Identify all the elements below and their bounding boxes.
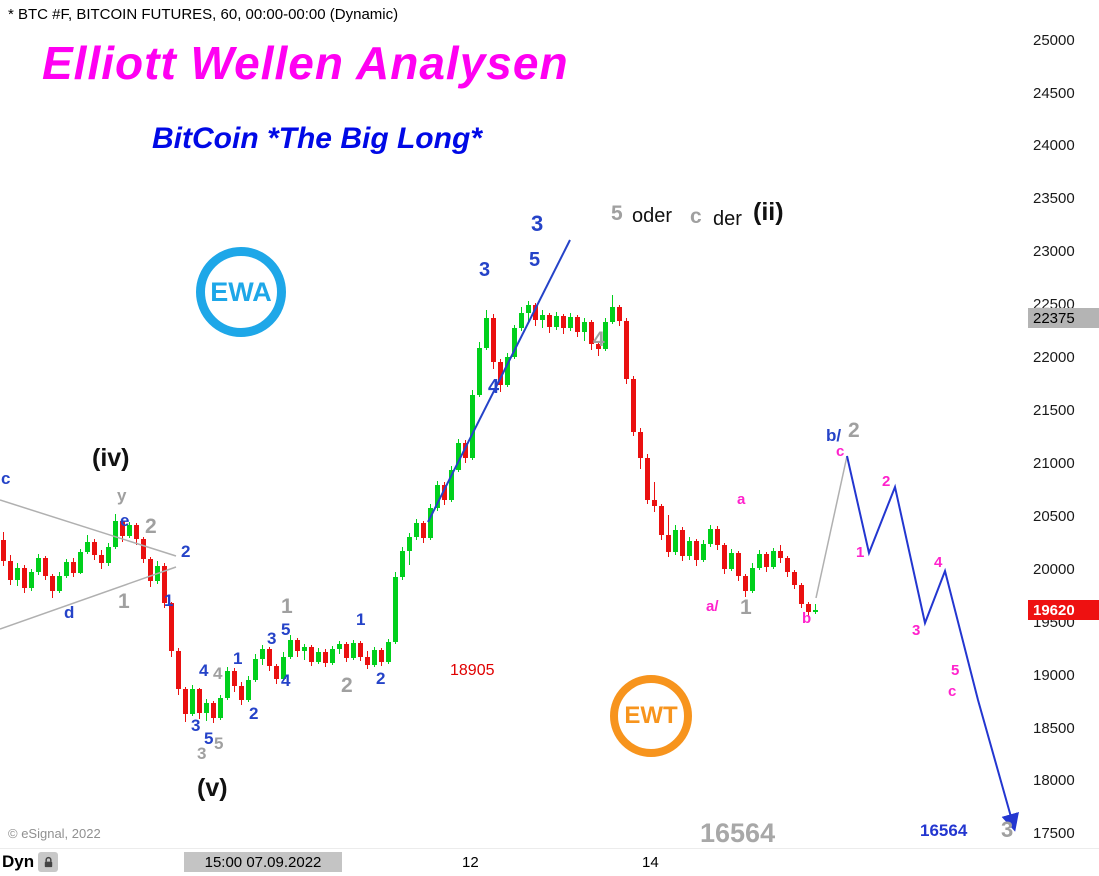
wave-label: 16564 xyxy=(920,822,967,839)
wave-label: 18905 xyxy=(450,663,495,679)
wave-label: 5 xyxy=(281,621,290,638)
symbol-title: * BTC #F, BITCOIN FUTURES, 60, 00:00-00:… xyxy=(8,6,398,23)
price-tick-label: 21000 xyxy=(1033,455,1075,472)
chart-window: 5odercder(ii)(iv)(v)ce2d141342355123435b… xyxy=(0,0,1099,876)
ewa-logo: EWA xyxy=(196,247,286,337)
time-axis: Dyn 15:00 07.09.2022 12 14 xyxy=(0,848,1099,876)
wave-label: oder xyxy=(632,206,672,226)
price-tick-label: 23000 xyxy=(1033,243,1075,260)
wave-label: c xyxy=(948,684,956,699)
price-tick-label: 18000 xyxy=(1033,772,1075,789)
price-tick-label: 18500 xyxy=(1033,720,1075,737)
lock-icon-glyph xyxy=(42,856,55,869)
wave-label: 2 xyxy=(145,516,157,537)
wave-label: a/ xyxy=(706,599,719,614)
wave-label: e xyxy=(120,512,129,529)
wedge-lower-trendline xyxy=(0,567,176,629)
wave-label: 5 xyxy=(611,203,623,224)
wave-label: 3 xyxy=(197,745,206,762)
wave-label: 1 xyxy=(856,545,864,560)
price-axis[interactable]: 2500024500240002350023000225002200021500… xyxy=(1028,0,1099,848)
dyn-button[interactable]: Dyn xyxy=(2,852,34,872)
selected-time-label: 15:00 07.09.2022 xyxy=(184,852,342,872)
price-tick-label: 24000 xyxy=(1033,137,1075,154)
price-level-badge: 22375 xyxy=(1028,308,1099,328)
price-tick-label: 22000 xyxy=(1033,349,1075,366)
projection-connector xyxy=(816,456,847,598)
wave-label: b xyxy=(802,611,811,626)
wave-label: 2 xyxy=(882,474,890,489)
copyright-label: © eSignal, 2022 xyxy=(8,826,101,841)
lock-icon[interactable] xyxy=(38,852,58,872)
main-title: Elliott Wellen Analysen xyxy=(42,36,569,90)
wave-label: 3 xyxy=(267,630,276,647)
price-tick-label: 23500 xyxy=(1033,190,1075,207)
wave-label: 4 xyxy=(213,665,222,682)
wave-label: 3 xyxy=(912,623,920,638)
wave-label: a xyxy=(737,492,745,507)
time-tick-label: 12 xyxy=(462,854,479,871)
wave-label: 1 xyxy=(164,592,173,609)
wave-label: 4 xyxy=(281,672,290,689)
wave-label: 1 xyxy=(740,597,752,618)
wave-label: (ii) xyxy=(753,200,784,225)
wave-label: 2 xyxy=(376,670,385,687)
wave-label: 4 xyxy=(199,662,208,679)
wave-label: d xyxy=(64,604,74,621)
wave-label: 5 xyxy=(214,735,223,752)
wave-label: 3 xyxy=(191,717,200,734)
wave-label: (v) xyxy=(197,776,228,801)
price-tick-label: 20000 xyxy=(1033,561,1075,578)
wave-label: 1 xyxy=(281,596,293,617)
price-tick-label: 19000 xyxy=(1033,667,1075,684)
wave-label: 2 xyxy=(341,675,353,696)
ewt-logo: EWT xyxy=(610,675,692,757)
wave-label: 2 xyxy=(181,543,190,560)
wave-label: 2 xyxy=(848,420,860,441)
subtitle: BitCoin *The Big Long* xyxy=(152,122,482,156)
wave-label: der xyxy=(713,209,742,229)
wave-label: 3 xyxy=(531,213,543,235)
ewt-logo-text: EWT xyxy=(624,702,677,730)
wave-label: c xyxy=(1,470,10,487)
wave-label: 4 xyxy=(488,377,499,397)
wave-label: 4 xyxy=(593,329,605,350)
wave-label: 3 xyxy=(1001,819,1013,841)
price-tick-label: 24500 xyxy=(1033,85,1075,102)
wave-label: 1 xyxy=(233,650,242,667)
price-tick-label: 21500 xyxy=(1033,402,1075,419)
ewa-logo-text: EWA xyxy=(210,277,272,308)
wave-label: b/ xyxy=(826,427,841,444)
wave-label: 16564 xyxy=(700,820,775,847)
wave-label: 5 xyxy=(951,663,959,678)
wave-label: 4 xyxy=(934,555,942,570)
price-tick-label: 25000 xyxy=(1033,32,1075,49)
wave-label: c xyxy=(836,444,844,459)
wave-label: 5 xyxy=(529,250,540,270)
wave-label: 2 xyxy=(249,705,258,722)
wave-label: c xyxy=(690,206,702,227)
wave-label: 1 xyxy=(356,611,365,628)
wave-label: y xyxy=(117,487,126,504)
price-tick-label: 20500 xyxy=(1033,508,1075,525)
wave-label: 3 xyxy=(479,260,490,280)
time-tick-label: 14 xyxy=(642,854,659,871)
price-tick-label: 17500 xyxy=(1033,825,1075,842)
projection-path xyxy=(847,456,1013,824)
wave-label: 1 xyxy=(118,591,130,612)
last-price-badge: 19620 xyxy=(1028,600,1099,620)
wave-label: (iv) xyxy=(92,446,130,471)
